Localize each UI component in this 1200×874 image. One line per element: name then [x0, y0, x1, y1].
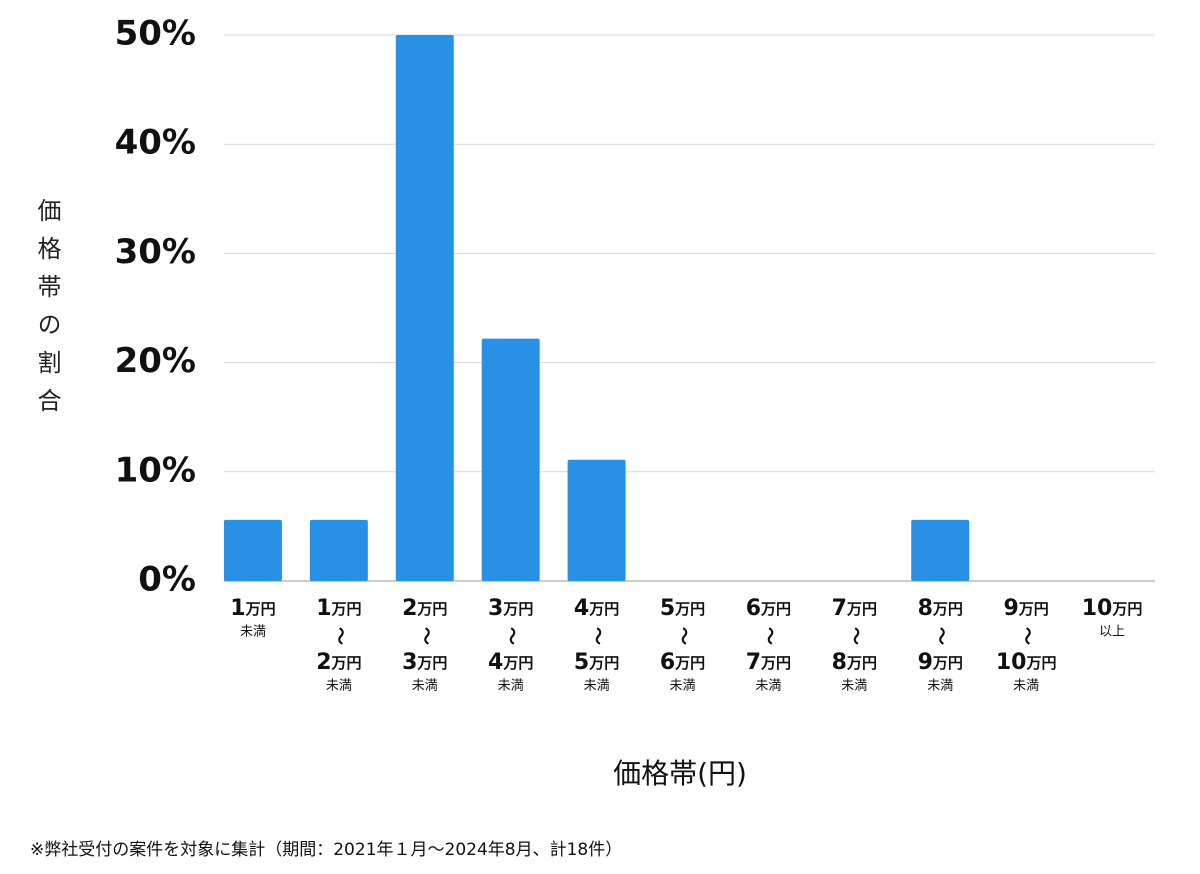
x-tick-unit: 万円: [588, 654, 619, 672]
x-tick-unit: 万円: [245, 600, 276, 618]
x-tick-label: 4万円: [574, 596, 619, 621]
y-tick-label: 10%: [115, 450, 196, 490]
x-tick-number: 2: [316, 650, 331, 675]
x-tick-label: 未満: [326, 679, 352, 694]
x-tick-unit: 万円: [932, 654, 963, 672]
x-tick-number: 6: [660, 650, 675, 675]
x-tick-label: 2万円: [402, 596, 447, 621]
x-axis-title: 価格帯(円): [613, 757, 747, 790]
x-tick-label: 〜: [758, 627, 779, 645]
x-tick-unit: 万円: [1018, 600, 1049, 618]
y-tick-label: 40%: [115, 123, 196, 163]
x-tick-number: 10: [1082, 596, 1113, 621]
y-tick-label: 30%: [115, 232, 196, 272]
x-tick-label: 〜: [329, 627, 350, 645]
x-tick-label: 以上: [1099, 625, 1125, 640]
x-tick-number: 8: [918, 596, 933, 621]
x-tick-unit: 万円: [760, 654, 791, 672]
x-tick-number: 3: [488, 596, 503, 621]
x-tick-unit: 万円: [674, 600, 705, 618]
x-tick-label: 9万円: [1003, 596, 1048, 621]
x-tick-unit: 万円: [502, 654, 533, 672]
x-tick-label: 5万円: [574, 650, 619, 675]
x-tick-label: 未満: [584, 679, 610, 694]
x-tick-label: 〜: [415, 627, 436, 645]
x-tick-label: 7万円: [746, 650, 791, 675]
x-tick-unit: 万円: [932, 600, 963, 618]
x-tick-number: 5: [660, 596, 675, 621]
x-tick-label: 1万円: [316, 596, 361, 621]
x-tick-number: 7: [832, 596, 847, 621]
bar: [223, 519, 282, 581]
x-tick-number: 8: [832, 650, 847, 675]
x-tick-unit: 万円: [588, 600, 619, 618]
x-tick-unit: 万円: [846, 600, 877, 618]
x-tick-label: 未満: [412, 679, 438, 694]
x-tick-unit: 万円: [416, 654, 447, 672]
x-tick-label: 〜: [844, 627, 865, 645]
x-tick-label: 〜: [501, 627, 522, 645]
x-tick-label: 8万円: [918, 596, 963, 621]
x-tick-label: 未満: [498, 679, 524, 694]
x-tick-label: 3万円: [402, 650, 447, 675]
x-tick-label: 5万円: [660, 596, 705, 621]
x-tick-number: 9: [1003, 596, 1018, 621]
x-tick-number: 1: [230, 596, 245, 621]
footnote: ※弊社受付の案件を対象に集計（期間：2021年１月〜2024年8月、計18件）: [30, 840, 622, 860]
x-tick-label: 未満: [1013, 679, 1039, 694]
bar: [567, 459, 626, 581]
x-tick-number: 7: [746, 650, 761, 675]
x-tick-label: 未満: [240, 625, 266, 640]
x-tick-label: 未満: [755, 679, 781, 694]
x-tick-label: 8万円: [832, 650, 877, 675]
x-tick-label: 7万円: [832, 596, 877, 621]
x-tick-label: 〜: [673, 627, 694, 645]
bar: [309, 519, 368, 581]
x-tick-label: 10万円: [996, 650, 1057, 675]
x-tick-label: 〜: [587, 627, 608, 645]
x-tick-label: 6万円: [660, 650, 705, 675]
x-tick-label: 2万円: [316, 650, 361, 675]
y-tick-label: 0%: [138, 560, 196, 600]
bar: [911, 519, 970, 581]
x-tick-unit: 万円: [674, 654, 705, 672]
x-tick-label: 未満: [927, 679, 953, 694]
x-tick-number: 5: [574, 650, 589, 675]
x-tick-number: 1: [316, 596, 331, 621]
x-tick-label: 9万円: [918, 650, 963, 675]
x-tick-unit: 万円: [760, 600, 791, 618]
x-tick-number: 3: [402, 650, 417, 675]
x-tick-unit: 万円: [331, 600, 362, 618]
x-tick-number: 4: [488, 650, 503, 675]
x-tick-unit: 万円: [416, 600, 447, 618]
x-tick-label: 10万円: [1082, 596, 1143, 621]
x-tick-label: 6万円: [746, 596, 791, 621]
y-tick-label: 50%: [115, 14, 196, 54]
x-tick-unit: 万円: [502, 600, 533, 618]
y-axis-title: 価格帯の割合: [33, 198, 61, 426]
x-tick-unit: 万円: [846, 654, 877, 672]
x-tick-unit: 万円: [1025, 654, 1056, 672]
x-tick-label: 〜: [1016, 627, 1037, 645]
x-tick-number: 10: [996, 650, 1027, 675]
x-tick-number: 4: [574, 596, 589, 621]
bar: [481, 338, 540, 581]
x-tick-label: 未満: [841, 679, 867, 694]
x-tick-number: 2: [402, 596, 417, 621]
x-tick-number: 9: [918, 650, 933, 675]
x-tick-number: 6: [746, 596, 761, 621]
x-tick-unit: 万円: [331, 654, 362, 672]
x-tick-unit: 万円: [1111, 600, 1142, 618]
x-tick-label: 1万円: [230, 596, 275, 621]
x-tick-label: 未満: [669, 679, 695, 694]
bar: [395, 35, 454, 581]
y-tick-label: 20%: [115, 341, 196, 381]
x-tick-label: 4万円: [488, 650, 533, 675]
x-tick-label: 3万円: [488, 596, 533, 621]
x-tick-label: 〜: [930, 627, 951, 645]
